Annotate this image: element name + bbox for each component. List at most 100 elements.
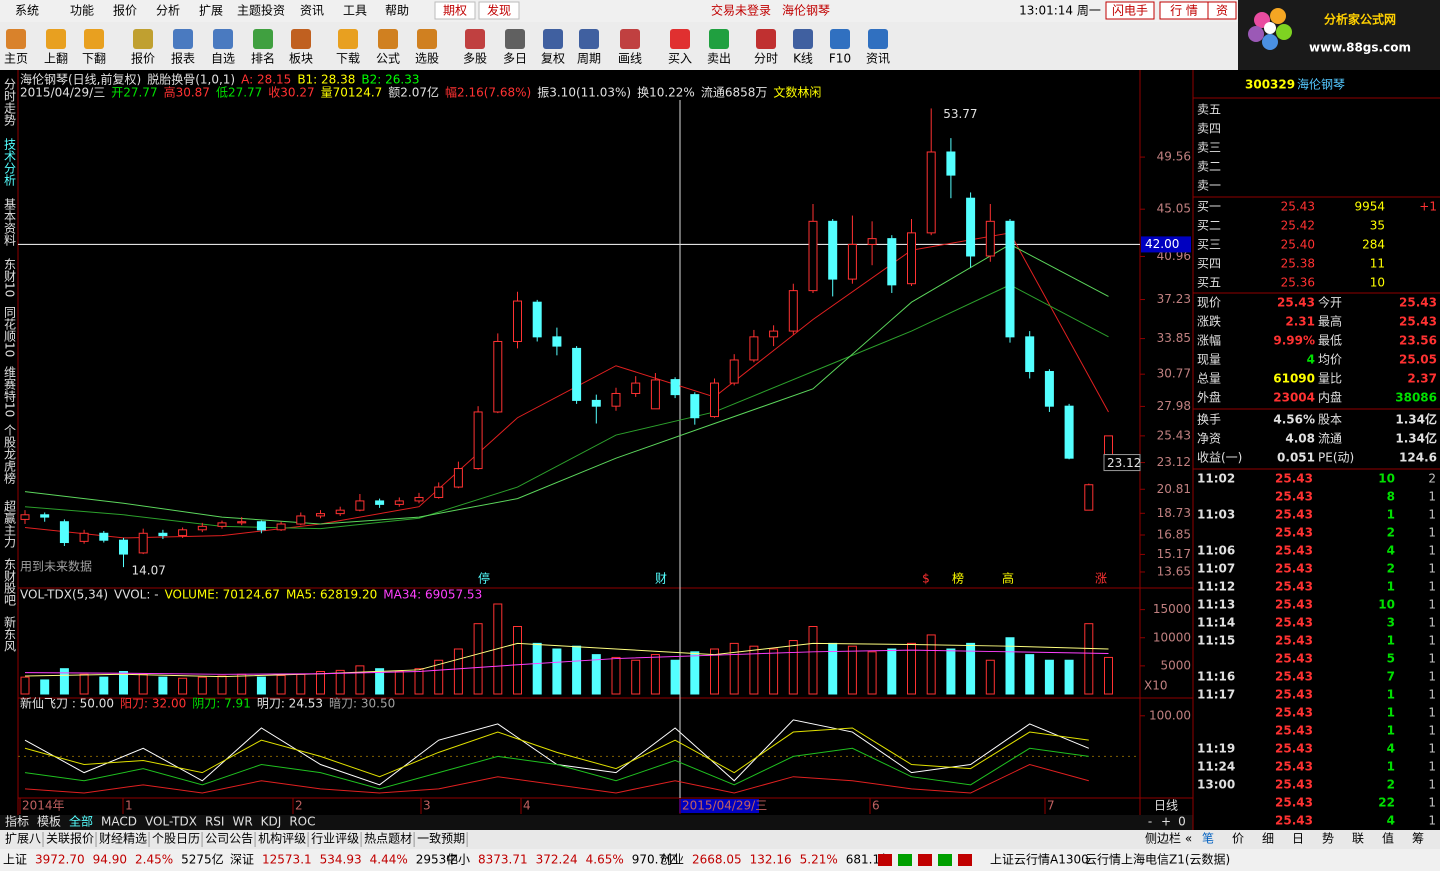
side-tab[interactable]: 技术分析 [3,138,17,187]
menu-item[interactable]: 工具 [343,4,367,18]
toolbar-button[interactable]: 主页 [4,52,28,66]
extension-tab[interactable]: 一致预期 [417,832,465,846]
toolbar-button[interactable]: 多日 [503,52,527,66]
y-tick-label: 37.23 [1157,292,1191,306]
panel-tab[interactable]: 筹 [1412,832,1424,846]
toolbar-button[interactable]: K线 [793,52,813,66]
toolbar-button[interactable]: 排名 [251,51,275,66]
info-text: A: 28.15 [241,73,291,87]
status-pct: 5.21% [800,853,838,867]
indicator-tab[interactable]: 模板 [37,815,61,829]
menu-item[interactable]: 主题投资 [237,3,285,18]
extension-tab[interactable]: 财经精选 [99,832,147,846]
extension-tab[interactable]: 扩展八 [5,832,41,846]
toolbar-button[interactable]: 下翻 [82,52,106,66]
candle-body [453,468,463,488]
menu-item[interactable]: 扩展 [199,4,223,18]
trade-qty: 7 [1387,670,1395,684]
trade-qty: 1 [1387,706,1395,720]
indicator-tab[interactable]: WR [232,815,252,829]
extension-tab[interactable]: 行业评级 [311,832,359,846]
sidebar-button[interactable]: + [1161,815,1171,829]
menu-tab[interactable]: 发现 [487,3,511,18]
toolbar-button[interactable]: 画线 [618,52,642,66]
panel-tab[interactable]: 价 [1232,832,1244,846]
ask-label: 卖三 [1197,141,1221,155]
extension-tab[interactable]: 热点题材 [364,832,412,846]
event-marker: 财 [655,572,667,586]
menu-item[interactable]: 资讯 [300,4,324,18]
toolbar-button[interactable]: 多股 [463,52,487,66]
status-change: 372.24 [536,853,578,867]
status-name: 上证 [3,853,27,867]
logo-title: 分析家公式网 [1324,12,1396,27]
toolbar-button[interactable]: 复权 [541,52,565,66]
stat-value: 23.56 [1399,334,1437,348]
toolbar-button[interactable]: 报价 [131,51,155,66]
toolbar-button[interactable]: 报表 [171,51,195,66]
side-tab[interactable]: 分时走势 [3,78,17,126]
toolbar-button[interactable]: 公式 [376,52,400,66]
indicator-tab[interactable]: VOL-TDX [145,815,197,829]
menu-item[interactable]: 系统 [15,4,39,18]
menu-item[interactable]: 报价 [113,3,137,18]
toolbar-button[interactable]: F10 [829,52,851,66]
indicator-tab[interactable]: MACD [101,815,137,829]
toolbar-button[interactable]: 分时 [754,52,778,66]
indicator-tab[interactable]: ROC [289,815,315,829]
sidebar-button[interactable]: - [1148,815,1152,829]
side-tab[interactable]: 基本资料 [3,198,17,246]
candle-body [59,521,69,544]
indicator-tab[interactable]: KDJ [261,815,282,829]
date-label: 3 [423,799,431,813]
date-label: 1 [125,799,133,813]
volume-bar [552,648,562,695]
sidebar-toggle[interactable]: 侧边栏 « [1145,831,1192,846]
side-tab[interactable]: 新东风 [3,615,17,653]
indicator-tab[interactable]: RSI [205,815,225,829]
trade-price: 25.43 [1275,814,1313,828]
candle-body [256,521,266,531]
extension-tab[interactable]: 关联报价 [46,831,94,846]
status-price: 12573.1 [262,853,312,867]
panel-tab[interactable]: 笔 [1202,831,1214,846]
volume-bar [434,659,444,695]
toolbar-button[interactable]: 卖出 [707,52,731,66]
toolbar-button[interactable]: 周期 [577,52,601,66]
extension-tab[interactable]: 机构评级 [258,831,306,846]
toolbar-button[interactable]: 自选 [211,52,235,66]
volume-bar [1025,654,1035,695]
indicator-tab[interactable]: 全部 [69,814,93,829]
toolbar-button[interactable]: 买入 [668,52,692,66]
side-tab[interactable]: 东财股吧 [3,558,17,606]
toolbar-button[interactable]: 上翻 [44,52,68,66]
menu-tab[interactable]: 期权 [443,4,467,18]
panel-tab[interactable]: 日 [1292,832,1304,846]
menu-button[interactable]: 闪电手 [1112,4,1148,18]
extension-tab[interactable]: 个股日历 [152,832,200,846]
moving-average [24,243,1109,525]
panel-tab[interactable]: 细 [1262,832,1274,846]
menu-button[interactable]: 资 [1216,4,1228,18]
date-label: 2 [295,799,303,813]
panel-tab[interactable]: 联 [1352,832,1364,846]
extension-tab[interactable]: 公司公告 [205,832,253,846]
menu-item[interactable]: 功能 [70,4,94,18]
toolbar-button[interactable]: 资讯 [866,52,890,66]
side-tab[interactable]: 维赛特10 [3,366,17,418]
menu-item[interactable]: 分析 [156,4,180,18]
sidebar-button[interactable]: 0 [1178,815,1186,829]
panel-tab[interactable]: 值 [1382,831,1394,846]
toolbar-button[interactable]: 板块 [289,52,313,66]
menu-button[interactable]: 行 情 [1170,4,1198,18]
panel-tab[interactable]: 势 [1322,832,1334,846]
side-tab[interactable]: 同花顺10 [3,306,17,357]
trade-count: 1 [1428,598,1436,612]
indicator-tab[interactable]: 指标 [5,814,29,829]
toolbar-button[interactable]: 下载 [336,52,360,66]
menu-item[interactable]: 帮助 [385,4,409,18]
side-tab[interactable]: 超赢主力 [3,499,17,549]
toolbar-button[interactable]: 选股 [415,52,439,66]
side-tab[interactable]: 东财10 [3,258,17,298]
side-tab[interactable]: 个股龙虎榜 [3,424,17,485]
